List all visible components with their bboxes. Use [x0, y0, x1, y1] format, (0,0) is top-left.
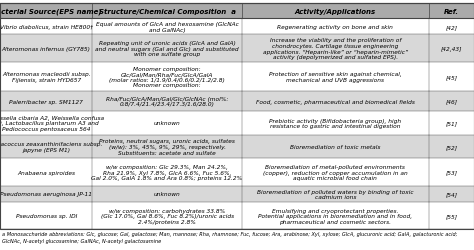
Text: [42]: [42]: [446, 25, 457, 30]
Bar: [0, 4, 474, 19]
Bar: [0, 92, 474, 112]
Text: Palerribacter sp. SM1127: Palerribacter sp. SM1127: [9, 99, 83, 104]
Bar: [0, 35, 474, 63]
Text: Pseudomonas aeruginosa JP-11: Pseudomonas aeruginosa JP-11: [0, 192, 92, 196]
Bar: [0, 63, 474, 92]
Text: [45]: [45]: [446, 75, 457, 80]
Text: Paracoccus zeaxanthinifaciens subsp.
japyne (EPS M1): Paracoccus zeaxanthinifaciens subsp. jap…: [0, 142, 102, 152]
Text: Regenerating activity on bone and skin: Regenerating activity on bone and skin: [277, 25, 393, 30]
Text: Bacterial Source(EPS name): Bacterial Source(EPS name): [0, 8, 101, 15]
Text: Pseudomonas sp. IDI: Pseudomonas sp. IDI: [16, 213, 77, 218]
Text: Prebiotic activity (Bifidobacteria group), high
resistance to gastric and intest: Prebiotic activity (Bifidobacteria group…: [269, 118, 401, 129]
Text: a Monosaccharide abbreviations: Glc, glucose; Gal, galactose; Man, mannose; Rha,: a Monosaccharide abbreviations: Glc, glu…: [2, 232, 457, 243]
Bar: [0, 159, 474, 186]
Text: Proteins, neutral sugars, uronic acids, sulfates
(w/w): 3%, 45%, 9%, 29%, respec: Proteins, neutral sugars, uronic acids, …: [99, 139, 235, 155]
Text: [55]: [55]: [446, 213, 457, 218]
Text: Activity/Applications: Activity/Applications: [295, 8, 376, 14]
Bar: [0, 112, 474, 135]
Text: Emulsifying and cryoprotectant properties.
Potential applications in bioremediat: Emulsifying and cryoprotectant propertie…: [258, 208, 412, 224]
Text: unknown: unknown: [154, 121, 181, 126]
Text: Alteromonas infernus (GY785): Alteromonas infernus (GY785): [2, 46, 91, 52]
Bar: [0, 135, 474, 159]
Text: Weissella cibaria A2, Weissella confusa
A9, Lactobacillus plantarum A3 and
Pedio: Weissella cibaria A2, Weissella confusa …: [0, 115, 104, 132]
Text: Bioremediation of toxic metals: Bioremediation of toxic metals: [290, 144, 381, 150]
Text: Bioremediation of metal-polluted environments
(copper), reduction of copper accu: Bioremediation of metal-polluted environ…: [263, 164, 408, 180]
Text: Equal amounts of GlcA and hexosamine (GlcNAc
and GalNAc): Equal amounts of GlcA and hexosamine (Gl…: [96, 22, 238, 32]
Bar: [0, 19, 474, 35]
Text: unknown: unknown: [154, 192, 181, 196]
Text: Anabaena spiroides: Anabaena spiroides: [17, 170, 75, 175]
Text: Protection of sensitive skin against chemical,
mechanical and UVB aggressions: Protection of sensitive skin against che…: [269, 72, 402, 83]
Text: w/w composition: Glc 29.3%, Man 24.2%,
Rha 21.9%, Xyl 7.8%, GlcA 6.6%, Fuc 5.6%,: w/w composition: Glc 29.3%, Man 24.2%, R…: [91, 164, 243, 180]
Text: Bioremediation of polluted waters by binding of toxic
cadmium ions: Bioremediation of polluted waters by bin…: [257, 189, 414, 199]
Text: Rha/Fuc/GlcA/Man/Gal/Glc/GlcNAc (mol%:
0.8/7.4/21.4/23.4/17.3/1.6/28.0): Rha/Fuc/GlcA/Man/Gal/Glc/GlcNAc (mol%: 0…: [106, 96, 228, 107]
Text: w/w composition: carbohydrates 33.8%
(Glc 17.0%, Gal 8.6%, Fuc 8.2%)/uronic acid: w/w composition: carbohydrates 33.8% (Gl…: [100, 208, 234, 224]
Bar: [0, 202, 474, 230]
Text: Vibrio diabolicus, strain HE800†: Vibrio diabolicus, strain HE800†: [0, 25, 93, 30]
Text: Food, cosmetic, pharmaceutical and biomedical fields: Food, cosmetic, pharmaceutical and biome…: [256, 99, 415, 104]
Text: Increase the viability and the proliferation of
chondrocytes. Cartilage tissue e: Increase the viability and the prolifera…: [263, 38, 408, 60]
Text: [54]: [54]: [446, 192, 457, 196]
Text: Alteromonas macleodii subsp.
Fijiensis, strain HYD657: Alteromonas macleodii subsp. Fijiensis, …: [2, 72, 91, 83]
Text: Structure/Chemical Composition  a: Structure/Chemical Composition a: [99, 8, 236, 14]
Text: [53]: [53]: [446, 170, 457, 175]
Text: Ref.: Ref.: [444, 8, 459, 14]
Text: [51]: [51]: [446, 121, 457, 126]
Text: [42,43]: [42,43]: [441, 46, 462, 52]
Bar: [0, 186, 474, 202]
Text: [46]: [46]: [446, 99, 457, 104]
Text: Repeating unit of uronic acids (GlcA and GalA)
and neutral sugars (Gal and Glc) : Repeating unit of uronic acids (GlcA and…: [95, 41, 239, 57]
Text: [52]: [52]: [446, 144, 457, 150]
Text: Monomer composition:
Glc/Gal/Man/Rha/Fuc/GlcA/GalA
(molar ratios: 1/1.9/0.4/0.6/: Monomer composition: Glc/Gal/Man/Rha/Fuc…: [109, 66, 225, 88]
